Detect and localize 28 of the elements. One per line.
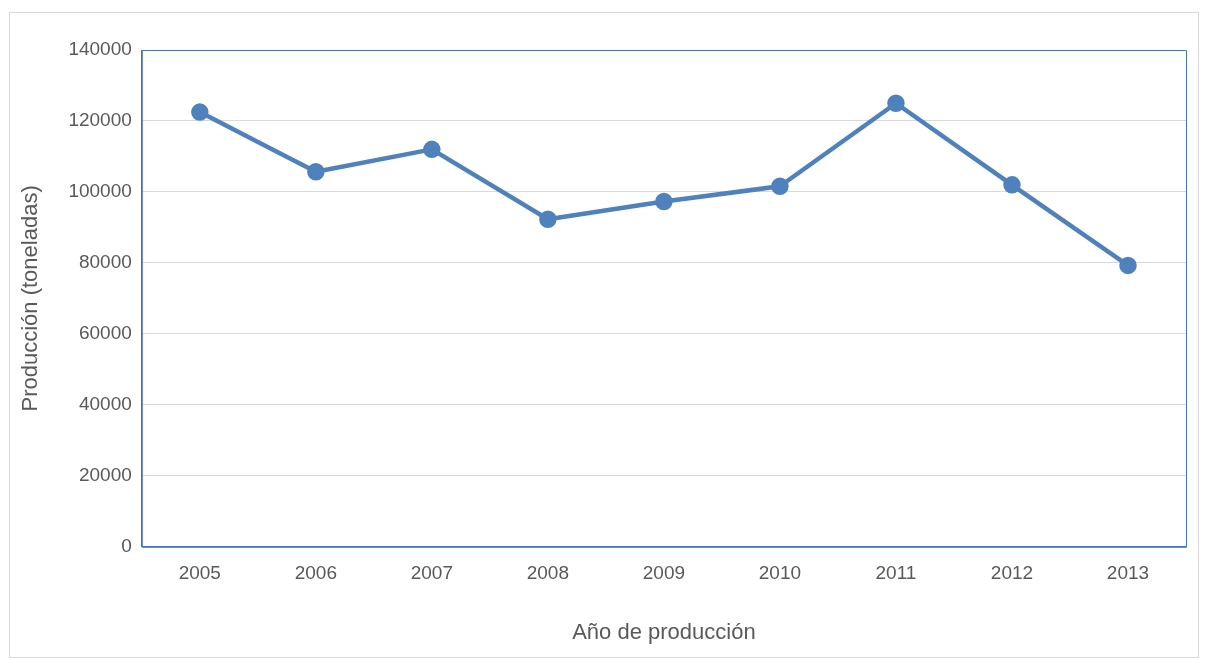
point: [887, 94, 905, 112]
x-tick-label: 2013: [1106, 562, 1150, 584]
y-tick-label: 40000: [78, 393, 132, 415]
x-tick-label: 2005: [178, 562, 221, 584]
point: [307, 162, 325, 181]
point: [655, 192, 673, 211]
y-tick-label: 140000: [68, 38, 132, 60]
x-tick-label: 2007: [410, 562, 453, 584]
point: [1119, 256, 1137, 275]
y-tick-label: 20000: [78, 464, 132, 486]
y-tick-label: 0: [121, 535, 132, 557]
point: [191, 103, 209, 121]
point: [771, 177, 789, 196]
x-axis-title: Año de producción: [572, 618, 756, 644]
x-tick-label: 2012: [990, 562, 1034, 584]
x-tick-label: 2011: [875, 562, 917, 584]
x-tick-label: 2006: [294, 562, 337, 584]
y-axis-title: Producción (toneladas): [17, 185, 43, 412]
point: [539, 210, 557, 229]
y-tick-label: 100000: [68, 180, 132, 202]
y-tick-label: 120000: [68, 109, 132, 131]
y-tick-label: 80000: [78, 251, 132, 273]
x-tick-label: 2008: [526, 562, 570, 584]
x-tick-label: 2010: [758, 562, 802, 584]
point: [1003, 176, 1021, 194]
y-tick-label: 60000: [78, 322, 132, 344]
point: [423, 140, 441, 159]
x-tick-label: 2009: [642, 562, 686, 584]
